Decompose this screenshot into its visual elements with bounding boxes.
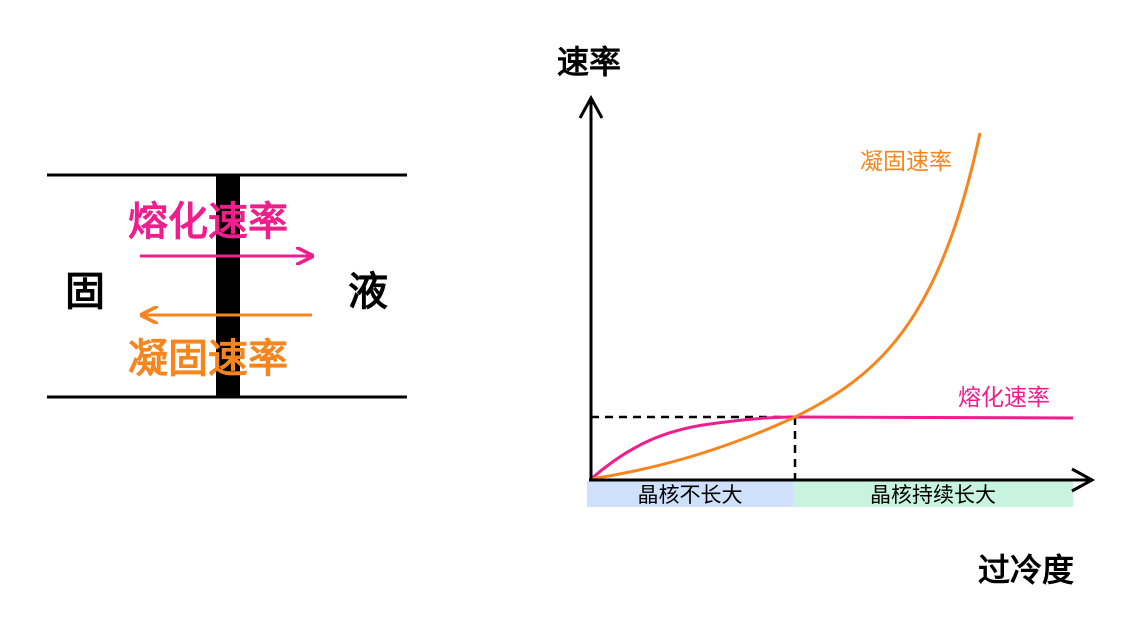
rate-graph: 晶核不长大 晶核持续长大 速率 过冷度 凝固速率 熔化速率 — [557, 43, 1096, 589]
region-band-right — [793, 481, 1073, 507]
region-band-left — [587, 481, 793, 507]
y-axis-arrowhead — [578, 94, 604, 119]
solid-label: 固 — [65, 268, 105, 315]
solidification-rate-curve — [590, 132, 982, 481]
liquid-label: 液 — [348, 268, 388, 315]
interface-diagram: 固 液 熔化速率 凝固速率 — [47, 173, 407, 399]
y-axis-label: 速率 — [557, 43, 621, 81]
interface-boundary-bar — [216, 175, 240, 397]
solidification-curve-label: 凝固速率 — [860, 149, 952, 175]
x-axis-arrowhead — [1071, 467, 1096, 493]
x-axis-label: 过冷度 — [978, 551, 1074, 589]
region-left-label: 晶核不长大 — [638, 483, 743, 507]
melting-rate-label: 熔化速率 — [128, 198, 288, 245]
region-right-label: 晶核持续长大 — [870, 483, 996, 507]
melting-curve-label: 熔化速率 — [958, 385, 1050, 411]
solidification-rate-label: 凝固速率 — [128, 335, 288, 382]
melting-rate-curve — [590, 415, 1074, 481]
